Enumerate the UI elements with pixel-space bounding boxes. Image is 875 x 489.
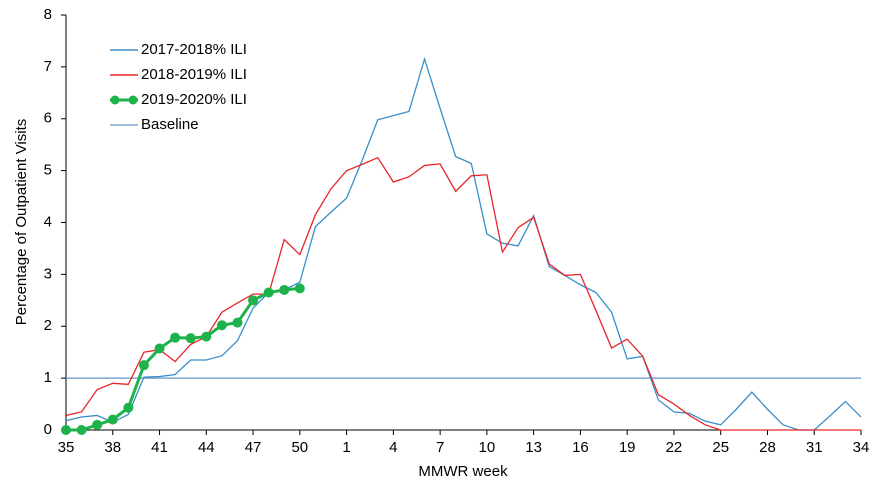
y-axis-label: Percentage of Outpatient Visits bbox=[13, 119, 30, 326]
data-point bbox=[294, 283, 305, 294]
y-tick-label: 3 bbox=[44, 265, 52, 282]
legend-label: 2019-2020% ILI bbox=[141, 91, 247, 108]
legend-marker bbox=[128, 95, 138, 105]
x-tick-label: 38 bbox=[104, 439, 121, 456]
legend-label: 2017-2018% ILI bbox=[141, 41, 247, 58]
legend-label: Baseline bbox=[141, 116, 199, 133]
data-point bbox=[185, 333, 196, 344]
x-tick-label: 47 bbox=[245, 439, 262, 456]
x-tick-label: 16 bbox=[572, 439, 589, 456]
y-tick-label: 6 bbox=[44, 110, 52, 127]
x-tick-label: 4 bbox=[389, 439, 397, 456]
x-tick-label: 44 bbox=[198, 439, 215, 456]
y-tick-label: 1 bbox=[44, 369, 52, 386]
data-point bbox=[232, 317, 243, 328]
data-point bbox=[248, 295, 259, 306]
x-tick-label: 19 bbox=[619, 439, 636, 456]
data-point bbox=[107, 414, 118, 425]
x-tick-label: 7 bbox=[436, 439, 444, 456]
data-point bbox=[138, 360, 149, 371]
data-point bbox=[263, 287, 274, 298]
legend-marker bbox=[110, 95, 120, 105]
series-line bbox=[65, 156, 861, 431]
x-tick-label: 22 bbox=[666, 439, 683, 456]
y-tick-label: 2 bbox=[44, 317, 52, 334]
y-tick-label: 5 bbox=[44, 162, 52, 179]
y-tick-label: 7 bbox=[44, 58, 52, 75]
data-point bbox=[279, 284, 290, 295]
x-tick-label: 13 bbox=[525, 439, 542, 456]
data-point bbox=[92, 419, 103, 430]
x-tick-label: 10 bbox=[479, 439, 496, 456]
x-tick-label: 41 bbox=[151, 439, 168, 456]
x-tick-label: 35 bbox=[58, 439, 75, 456]
x-tick-label: 50 bbox=[291, 439, 308, 456]
data-point bbox=[123, 402, 134, 413]
x-tick-label: 28 bbox=[759, 439, 776, 456]
data-point bbox=[154, 343, 165, 354]
data-point bbox=[216, 320, 227, 331]
y-tick-label: 4 bbox=[44, 213, 52, 230]
legend-label: 2018-2019% ILI bbox=[141, 66, 247, 83]
data-point bbox=[201, 331, 212, 342]
x-tick-label: 1 bbox=[342, 439, 350, 456]
series-line bbox=[66, 286, 300, 432]
x-axis-label: MMWR week bbox=[418, 463, 508, 480]
y-tick-label: 8 bbox=[44, 6, 52, 23]
x-tick-label: 25 bbox=[712, 439, 729, 456]
data-point bbox=[61, 425, 71, 435]
data-point bbox=[170, 332, 181, 343]
x-tick-label: 34 bbox=[853, 439, 870, 456]
y-tick-label: 0 bbox=[44, 421, 52, 438]
series-line bbox=[65, 56, 862, 431]
x-tick-label: 31 bbox=[806, 439, 823, 456]
data-point bbox=[76, 425, 87, 435]
